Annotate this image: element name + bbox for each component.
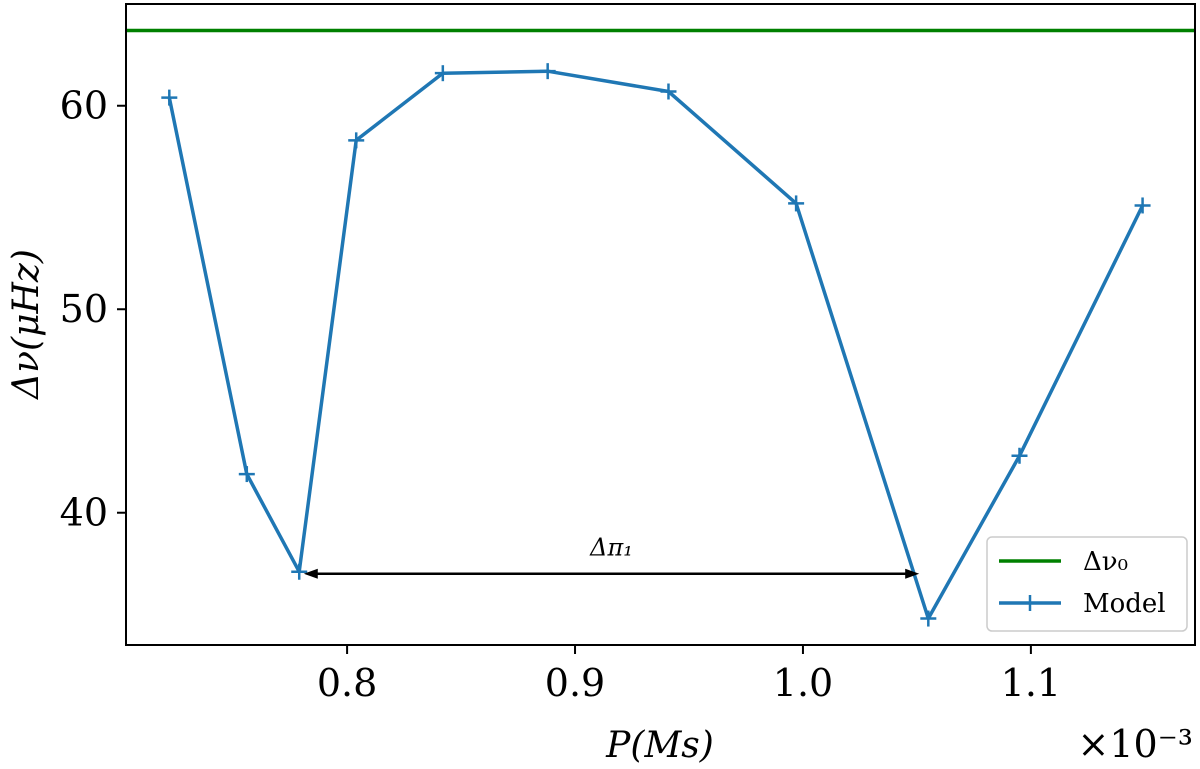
data-point — [660, 83, 677, 100]
data-point — [539, 63, 556, 80]
x-tick-label: 0.8 — [317, 661, 377, 705]
y-tick-label: 60 — [60, 84, 108, 128]
data-point — [161, 89, 178, 106]
series-layer — [126, 28, 1195, 627]
data-point — [348, 132, 365, 149]
x-axis-multiplier: ×10⁻³ — [1078, 722, 1193, 766]
x-tick-label: 1.0 — [773, 661, 833, 705]
data-point — [1134, 197, 1151, 214]
plot-frame — [125, 3, 1196, 646]
data-point — [788, 195, 805, 212]
data-point — [238, 466, 255, 483]
x-axis-label: P(Ms) — [605, 725, 714, 766]
data-point — [1011, 447, 1028, 464]
annotation-arrow-0 — [303, 568, 920, 579]
x-tick-label: 1.1 — [1001, 661, 1061, 705]
data-point — [291, 563, 308, 580]
legend-label-dnu0: Δν₀ — [1083, 547, 1128, 577]
legend-label-model: Model — [1083, 589, 1166, 619]
annotation-label-0: Δπ₁ — [589, 533, 633, 561]
y-tick-label: 50 — [60, 287, 108, 331]
tick-layer: 0.8 0.9 1.0 1.1 40 50 60 — [60, 84, 1061, 705]
data-point — [920, 610, 937, 627]
legend: Δν₀ Model — [986, 536, 1188, 632]
annotation-layer: Δπ₁ — [303, 533, 920, 579]
y-tick-label: 40 — [60, 491, 108, 535]
x-tick-label: 0.9 — [545, 661, 605, 705]
y-axis-label: Δν(μHz) — [6, 249, 47, 401]
data-point — [434, 65, 451, 82]
